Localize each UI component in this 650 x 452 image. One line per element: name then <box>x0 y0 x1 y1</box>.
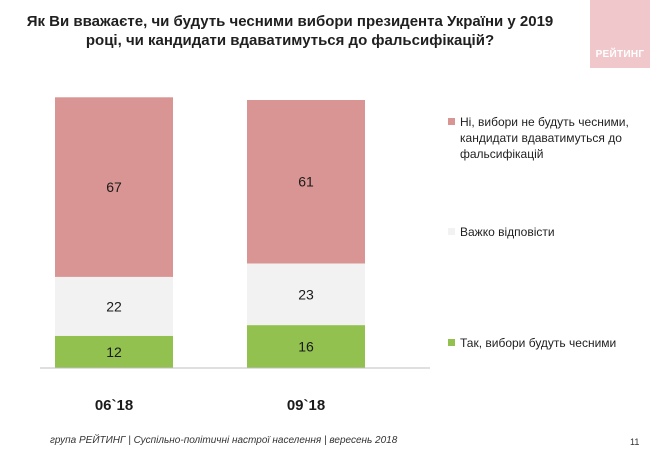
legend-label-0: Так, вибори будуть чесними <box>460 336 617 350</box>
bar-segment-1-2 <box>247 100 365 264</box>
chart-title: Як Ви вважаєте, чи будуть чесними вибори… <box>26 13 554 49</box>
data-label-0-2: 67 <box>106 179 122 195</box>
legend-item-1: Важко відповісти <box>448 224 633 240</box>
category-label-1: 09`18 <box>287 397 325 414</box>
data-label-1-2: 61 <box>298 174 314 190</box>
logo-text: РЕЙТИНГ <box>595 49 645 60</box>
bar-segment-1-1 <box>247 263 365 326</box>
legend-swatch-1 <box>448 228 455 235</box>
data-label-0-1: 22 <box>106 298 122 314</box>
bar-segment-0-0 <box>55 335 173 368</box>
legend-swatch-0 <box>448 339 455 346</box>
bar-segment-0-1 <box>55 276 173 336</box>
legend-item-2: Ні, вибори не будуть чесними, кандидати … <box>448 114 633 162</box>
data-label-0-0: 12 <box>106 344 122 360</box>
legend-label-2: Ні, вибори не будуть чесними, кандидати … <box>460 115 629 161</box>
category-label-0: 06`18 <box>95 397 133 414</box>
data-label-1-1: 23 <box>298 286 314 302</box>
data-label-1-0: 16 <box>298 339 314 355</box>
legend-label-1: Важко відповісти <box>460 225 555 239</box>
rating-logo: РЕЙТИНГ <box>590 0 650 68</box>
legend-item-0: Так, вибори будуть чесними <box>448 335 633 351</box>
page-number: 11 <box>630 437 640 447</box>
bar-segment-0-2 <box>55 97 173 277</box>
legend-swatch-2 <box>448 118 455 125</box>
bar-segment-1-0 <box>247 325 365 368</box>
footer-source: група РЕЙТИНГ | Суспільно-політичні наст… <box>50 435 398 446</box>
